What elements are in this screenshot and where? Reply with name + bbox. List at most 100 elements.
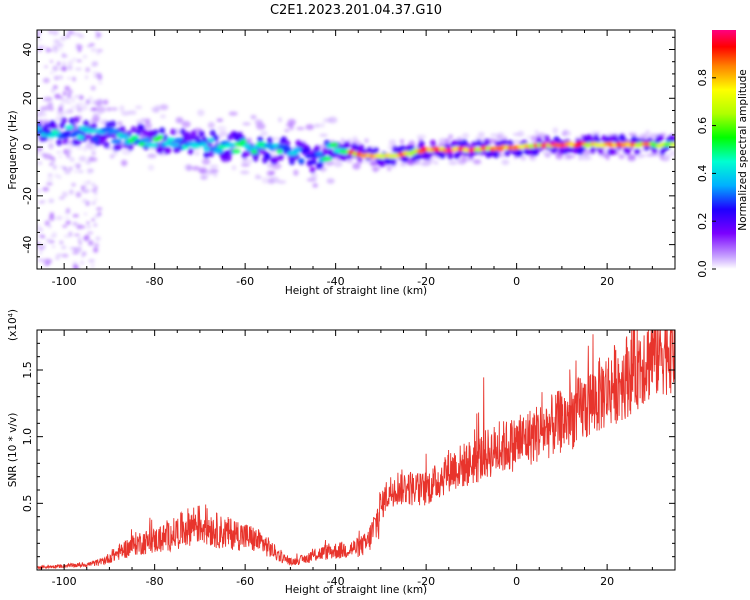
spectrogram-cell [69, 157, 75, 162]
spectrogram-cell [87, 180, 91, 185]
spectrogram-peak [203, 146, 212, 151]
spectrogram-cell [37, 38, 42, 41]
spectrogram-peak [212, 148, 224, 154]
y-tick-label: -20 [21, 187, 34, 205]
spectrogram-cell [81, 198, 88, 204]
spectrogram-cell [42, 258, 49, 265]
spectrogram-cell [483, 138, 490, 146]
spectrogram-cell [38, 251, 43, 255]
spectrogram-cell [94, 185, 98, 191]
spectrogram-cell [95, 236, 101, 242]
colorbar-tick-label: 0.6 [696, 117, 709, 135]
spectrogram-cell [610, 148, 617, 156]
spectrogram-cell [241, 159, 247, 164]
spectrogram-cell [67, 93, 72, 99]
spectrogram-peak [669, 142, 675, 147]
spectrogram-cell [84, 188, 89, 193]
spectrogram-cell [72, 78, 77, 82]
spectrogram-cell [78, 241, 83, 246]
spectrogram-cell [97, 98, 103, 104]
spectrogram-cell [502, 136, 508, 140]
spectrogram-peak [207, 138, 214, 143]
spectrogram-cell [184, 131, 191, 139]
spectrogram-cell [293, 169, 299, 176]
spectrogram-cell [517, 149, 524, 157]
spectrogram-cell [68, 231, 73, 237]
spectrogram-cell [67, 76, 72, 80]
spectrogram-cell [320, 122, 325, 128]
spectrogram-cell [364, 138, 369, 144]
spectrogram-cell [43, 123, 50, 131]
spectrogram-cell [40, 106, 51, 111]
spectrogram-cell [94, 35, 101, 40]
spectrogram-cell [127, 110, 137, 115]
spectrogram-cell [544, 153, 551, 158]
spectrogram-cell [255, 173, 260, 180]
spectrogram-cell [120, 159, 128, 167]
spectrogram-cell [86, 221, 90, 225]
spectrogram-cell [92, 107, 99, 112]
snr-marks [37, 330, 675, 570]
spectrogram-cell [420, 162, 430, 167]
spectrogram-cell [372, 146, 379, 154]
spectrogram-peak [307, 160, 317, 165]
spectrogram-cell [618, 154, 626, 160]
spectrogram-cell [670, 136, 675, 144]
spectrogram-cell [72, 261, 78, 265]
spectrogram-peak [239, 139, 247, 144]
spectrogram-x-ticks: -100 -80 -60 -40 -20 0 20 [41, 30, 676, 288]
spectrogram-y-label: Frequency (Hz) [7, 110, 19, 189]
spectrogram-cell [209, 129, 216, 137]
spectrogram-cell [512, 132, 520, 136]
spectrogram-cell [71, 97, 75, 103]
spectrogram-cell [319, 133, 328, 137]
spectrogram-cell [162, 134, 169, 142]
spectrogram-cell [49, 162, 54, 167]
spectrogram-cell [79, 102, 84, 105]
spectrogram-peak [169, 142, 180, 147]
spectrogram-cell [444, 138, 451, 145]
spectrogram-cell [48, 142, 54, 150]
spectrogram-cell [386, 165, 392, 172]
spectrogram-peak [315, 151, 323, 156]
spectrogram-marks [37, 30, 675, 269]
spectrogram-cell [75, 32, 81, 36]
spectrogram-cell [493, 151, 500, 159]
spectrogram-cell [50, 87, 56, 94]
spectrogram-cell [91, 151, 96, 156]
spectrogram-peak [138, 141, 146, 147]
spectrogram-cell [240, 170, 250, 175]
spectrogram-cell [55, 215, 63, 221]
spectrogram-cell [267, 163, 274, 169]
spectrogram-peak [147, 143, 158, 148]
snr-panel: -100 -80 -60 -40 -20 0 20 0.5 1.0 1.5 Height of … [7, 309, 676, 596]
spectrogram-cell [111, 107, 118, 111]
spectrogram-cell [78, 155, 87, 162]
spectrogram-cell [433, 161, 439, 165]
snr-y-label: SNR (10 * v/v) [7, 413, 19, 488]
spectrogram-cell [207, 121, 215, 129]
spectrogram-cell [461, 132, 470, 139]
spectrogram-cell [91, 218, 95, 222]
spectrogram-cell [310, 174, 315, 179]
spectrogram-cell [201, 158, 211, 165]
spectrogram-cell [317, 161, 324, 169]
spectrogram-cell [507, 139, 514, 147]
spectrogram-peak [85, 128, 97, 134]
spectrogram-cell [95, 51, 101, 55]
spectrogram-cell [471, 140, 478, 148]
spectrogram-peak [198, 142, 209, 147]
colorbar-label: Normalized spectral amplitude [737, 69, 749, 230]
spectrogram-cell [51, 123, 58, 131]
spectrogram-y-ticks: -40 -20 0 20 40 [21, 36, 675, 270]
spectrogram-cell [68, 189, 74, 195]
spectrogram-cell [37, 224, 41, 228]
spectrogram-peak [281, 146, 292, 152]
spectrogram-cell [634, 148, 641, 156]
spectrogram-cell [448, 134, 454, 140]
spectrogram-cell [147, 153, 157, 159]
spectrogram-cell [194, 151, 200, 156]
spectrogram-cell [627, 153, 636, 161]
spectrogram-cell [73, 116, 80, 124]
spectrogram-cell [83, 212, 88, 216]
